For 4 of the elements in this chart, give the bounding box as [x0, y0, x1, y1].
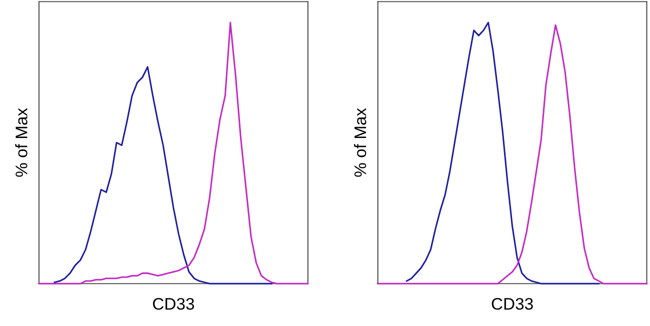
x-axis-title: CD33 [492, 298, 533, 310]
x-axis-title: CD33 [153, 298, 194, 310]
y-axis-title: % of Max [354, 108, 366, 177]
y-axis-title: % of Max [15, 108, 28, 177]
